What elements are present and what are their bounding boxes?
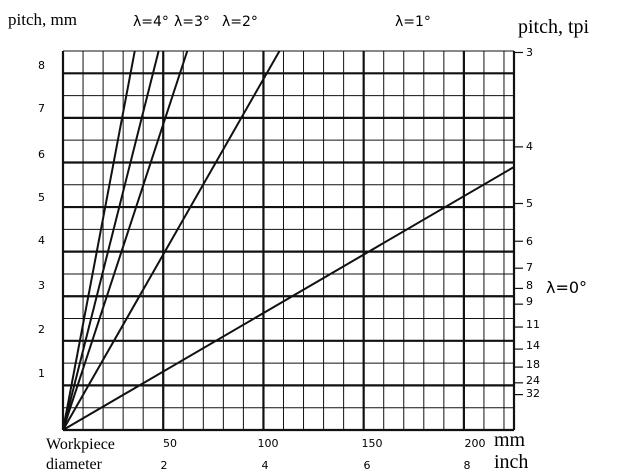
tpi-tick-4: 4 (526, 140, 533, 153)
series-line-4 (62, 166, 515, 431)
y-tick-5: 5 (38, 191, 45, 204)
y-tick-3: 3 (38, 279, 45, 292)
x-unit-inch: inch (494, 451, 528, 473)
x-caption-line-2: diameter (46, 456, 103, 473)
x-tick-mm-50: 50 (163, 437, 177, 450)
series-label-2: λ=2° (222, 14, 258, 30)
tick-marks (514, 51, 523, 396)
tpi-tick-3: 3 (526, 46, 533, 59)
series-line-2 (62, 50, 189, 431)
y-tick-1: 1 (38, 367, 45, 380)
series-line-1 (62, 50, 160, 431)
series-label-3: λ=3° (174, 14, 210, 30)
series-label-4: λ=4° (133, 14, 169, 30)
y-tick-2: 2 (38, 323, 45, 336)
tpi-tick-14: 14 (526, 339, 540, 352)
series-line-3 (62, 50, 281, 431)
y-tick-4: 4 (38, 234, 45, 247)
tpi-tick-8: 8 (526, 279, 533, 292)
x-caption-line-1: Workpiece (46, 436, 115, 453)
x-tick-mm-100: 100 (258, 437, 279, 450)
x-tick-mm-150: 150 (362, 437, 383, 450)
y-tick-8: 8 (38, 59, 45, 72)
series-line-0 (62, 50, 136, 431)
tpi-tick-18: 18 (526, 358, 540, 371)
tpi-tick-7: 7 (526, 261, 533, 274)
tpi-tick-5: 5 (526, 197, 533, 210)
series-lines (62, 50, 515, 431)
tpi-tick-32: 32 (526, 387, 540, 400)
x-tick-mm-200: 200 (465, 437, 486, 450)
x-tick-inch-8: 8 (464, 459, 471, 472)
y-left-title: pitch, mm (8, 10, 77, 29)
tpi-tick-6: 6 (526, 235, 533, 248)
tpi-tick-24: 24 (526, 374, 540, 387)
tpi-tick-9: 9 (526, 295, 533, 308)
y-tick-7: 7 (38, 102, 45, 115)
x-tick-inch-4: 4 (262, 459, 269, 472)
x-tick-inch-2: 2 (161, 459, 168, 472)
grid (61, 50, 516, 432)
tpi-tick-11: 11 (526, 318, 540, 331)
x-unit-mm: mm (494, 429, 526, 451)
y-right-title: pitch, tpi (518, 16, 590, 38)
series-label-0: λ=0° (546, 278, 587, 297)
x-tick-inch-6: 6 (364, 459, 371, 472)
y-tick-6: 6 (38, 148, 45, 161)
series-label-1: λ=1° (395, 14, 431, 30)
